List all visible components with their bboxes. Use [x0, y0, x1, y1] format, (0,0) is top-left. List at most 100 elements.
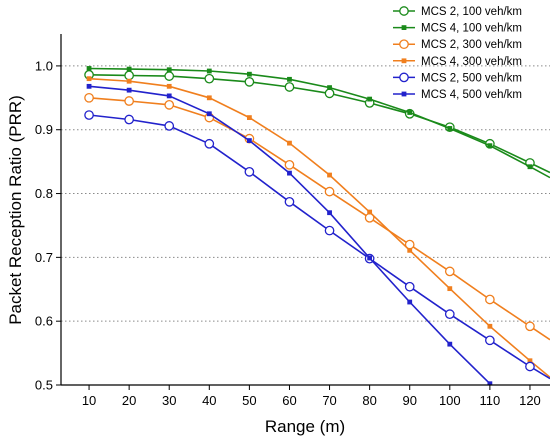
legend-item-4: MCS 2, 500 veh/km: [393, 72, 522, 84]
series-5-point-2: [166, 93, 172, 99]
series-2-point-1: [124, 96, 134, 106]
y-tick-label-5: 1.0: [35, 58, 53, 73]
series-3: [86, 76, 550, 378]
grid-lines: [61, 65, 550, 322]
series-4-point-5: [284, 196, 295, 207]
series-0-point-5: [284, 82, 295, 92]
series-1-point-5: [287, 76, 292, 82]
series-0: [84, 69, 550, 174]
legend-item-1: MCS 4, 100 veh/km: [393, 23, 522, 35]
x-tick-label-11: 120: [519, 393, 541, 408]
series-5-point-5: [287, 170, 292, 176]
legend-marker-5: [401, 91, 407, 97]
series-1-point-7: [367, 96, 373, 102]
legend-marker-0: [399, 6, 409, 16]
series-1-point-3: [206, 68, 212, 74]
x-tick-label-7: 80: [362, 393, 376, 408]
series-5-point-10: [487, 381, 493, 385]
series-3-point-1: [126, 78, 132, 84]
axes: [60, 34, 550, 386]
y-tick-label-0: 0.5: [35, 378, 53, 393]
series-3-point-10: [487, 323, 493, 329]
series-2-point-2: [164, 99, 175, 110]
series-0-point-4: [244, 77, 255, 87]
y-tick-label-1: 0.6: [35, 314, 53, 329]
legend-item-3: MCS 4, 300 veh/km: [393, 56, 522, 68]
series-5-point-1: [126, 87, 132, 93]
y-tick-label-2: 0.7: [35, 250, 53, 265]
legend-item-0: MCS 2, 100 veh/km: [393, 6, 522, 18]
series-3-point-9: [447, 286, 453, 292]
series-1-point-11: [527, 164, 533, 170]
series-2-line: [89, 97, 550, 341]
x-tick-label-8: 90: [402, 393, 416, 408]
tick-labels: 10 20 30 40 50 60 70 80 90 100 110 120 0.5 0.6 0.7 0.8 0…: [35, 58, 541, 408]
y-axis-title: Packet Reception Ratio (PRR): [6, 95, 25, 325]
legend-label-0: MCS 2, 100 veh/km: [421, 6, 522, 18]
series-1-point-0: [86, 66, 92, 71]
series-3-point-7: [367, 209, 373, 215]
series-3-point-5: [287, 140, 292, 146]
legend-label-4: MCS 2, 500 veh/km: [421, 72, 522, 84]
series-2: [84, 92, 550, 341]
series-3-point-4: [246, 115, 252, 121]
series-4-point-9: [444, 309, 455, 320]
series-3-point-6: [327, 172, 332, 178]
series-3-point-3: [206, 95, 212, 101]
x-tick-label-3: 40: [202, 393, 216, 408]
y-tick-label-4: 0.9: [35, 122, 53, 137]
series-3-point-2: [166, 83, 172, 89]
series-3-point-8: [407, 247, 413, 253]
series-2-point-10: [485, 294, 495, 305]
tick-marks: [56, 65, 531, 390]
x-tick-label-10: 110: [480, 393, 501, 408]
legend-item-2: MCS 2, 300 veh/km: [393, 39, 522, 51]
series-1-point-4: [246, 71, 252, 77]
series-5: [86, 83, 493, 385]
legend-label-2: MCS 2, 300 veh/km: [421, 39, 522, 51]
x-tick-label-5: 60: [282, 393, 296, 408]
series-2-point-6: [324, 186, 335, 197]
x-tick-label-9: 100: [439, 393, 461, 408]
series-5-point-4: [246, 138, 252, 143]
series-1-point-8: [407, 110, 413, 115]
y-tick-label-3: 0.8: [35, 186, 53, 201]
series-5-point-3: [206, 111, 212, 117]
series-layer: [84, 66, 550, 385]
legend-label-1: MCS 4, 100 veh/km: [421, 23, 522, 35]
series-4-point-3: [204, 138, 215, 149]
series-3-point-11: [527, 358, 533, 364]
series-1-point-9: [447, 126, 453, 131]
x-tick-label-2: 30: [162, 393, 176, 408]
x-tick-label-0: 10: [82, 393, 96, 408]
x-tick-label-1: 20: [122, 393, 136, 408]
series-4-point-8: [404, 281, 415, 292]
series-4: [84, 110, 550, 380]
series-0-point-6: [324, 88, 335, 99]
series-4-point-0: [84, 110, 94, 120]
series-1-point-6: [327, 85, 332, 91]
series-4-point-1: [124, 114, 134, 125]
legend-marker-1: [401, 25, 407, 30]
legend-marker-4: [399, 72, 409, 83]
series-4-point-2: [164, 121, 175, 131]
x-tick-label-6: 70: [322, 393, 336, 408]
legend: MCS 2, 100 veh/km MCS 4, 100 veh/km MCS 2,…: [393, 6, 522, 101]
series-4-line: [89, 114, 550, 380]
series-1: [86, 66, 550, 179]
series-4-point-6: [324, 225, 335, 236]
series-5-point-8: [407, 299, 413, 305]
series-2-point-11: [525, 321, 535, 332]
legend-marker-3: [401, 58, 407, 64]
series-4-point-4: [244, 166, 255, 177]
series-2-point-9: [444, 266, 455, 277]
series-2-point-5: [284, 159, 295, 170]
series-5-point-0: [86, 83, 92, 89]
series-1-point-10: [487, 143, 493, 149]
series-0-point-2: [164, 71, 175, 81]
series-1-point-1: [126, 66, 132, 72]
series-0-point-3: [204, 73, 215, 84]
series-4-point-11: [525, 361, 535, 372]
series-5-point-6: [327, 210, 332, 216]
